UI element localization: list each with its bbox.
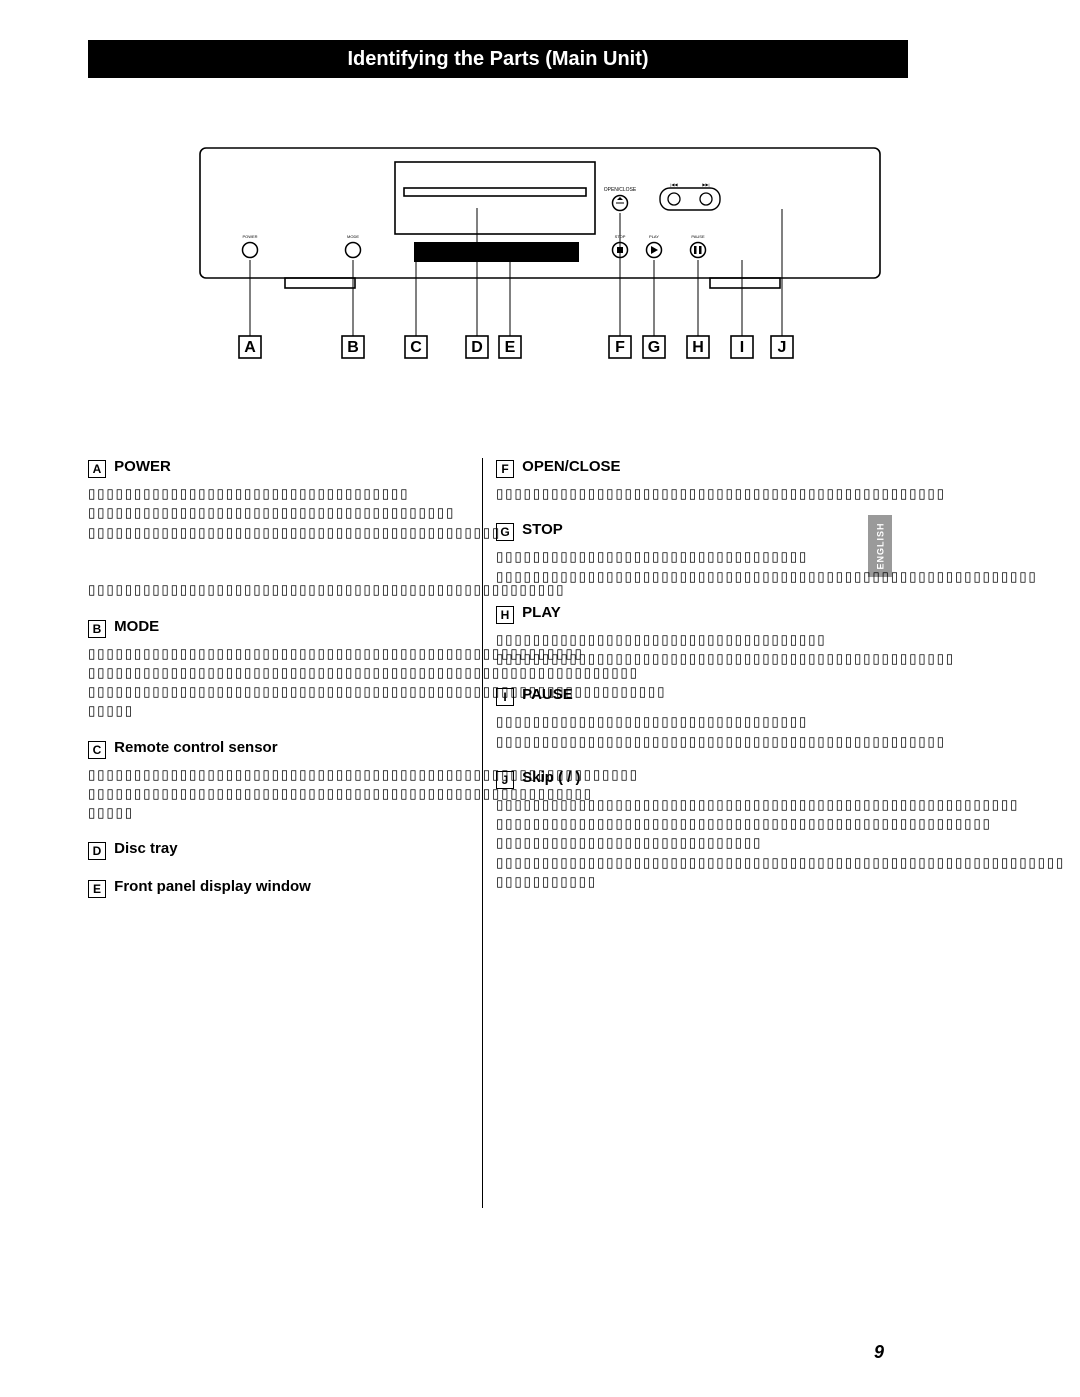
item-letter-box-A: A [88,460,106,478]
main-unit-diagram: POWER MODE OPEN/CLOSE STOP PLAY PAUSE [190,138,890,388]
item-head-C: C Remote control sensor [88,739,468,759]
power-button [243,243,258,258]
skip-prev-button [668,193,680,205]
label-letter-F: F [615,339,625,356]
skip-next-icon: ▶▶| [702,182,709,187]
diagram-container: POWER MODE OPEN/CLOSE STOP PLAY PAUSE [130,138,950,388]
page: Identifying the Parts (Main Unit) POWER … [0,0,1080,1397]
item-head-F: F OPEN/CLOSE [496,458,902,478]
label-letter-A: A [244,339,256,356]
item-C: C Remote control sensor ▯▯▯▯▯▯▯▯▯▯▯▯▯▯▯▯▯… [88,739,468,823]
column-divider [482,458,483,1208]
power-label: POWER [242,234,257,239]
section-title-text: Identifying the Parts (Main Unit) [347,48,648,71]
item-letter-box-F: F [496,460,514,478]
item-F: F OPEN/CLOSE ▯▯▯▯▯▯▯▯▯▯▯▯▯▯▯▯▯▯▯▯▯▯▯▯▯▯▯▯… [496,458,902,503]
pause-button [691,243,706,258]
skip-panel [660,188,720,210]
unit-foot-left [285,278,355,288]
open-close-label: OPEN/CLOSE [604,187,637,193]
item-title-D: Disc tray [114,840,177,857]
item-E: E Front panel display window [88,878,468,898]
mode-button [346,243,361,258]
right-column: F OPEN/CLOSE ▯▯▯▯▯▯▯▯▯▯▯▯▯▯▯▯▯▯▯▯▯▯▯▯▯▯▯▯… [496,458,902,909]
item-body-I: ▯▯▯▯▯▯▯▯▯▯▯▯▯▯▯▯▯▯▯▯▯▯▯▯▯▯▯▯▯▯▯▯▯▯▯▯▯▯▯▯… [496,712,902,751]
item-H: H PLAY ▯▯▯▯▯▯▯▯▯▯▯▯▯▯▯▯▯▯▯▯▯▯▯▯▯▯▯▯▯▯▯▯▯▯… [496,604,902,669]
page-number: 9 [874,1342,884,1363]
unit-foot-right [710,278,780,288]
display-window [414,242,579,262]
item-body-F: ▯▯▯▯▯▯▯▯▯▯▯▯▯▯▯▯▯▯▯▯▯▯▯▯▯▯▯▯▯▯▯▯▯▯▯▯▯▯▯▯… [496,484,902,503]
item-title-G: STOP [522,521,563,538]
item-I: I PAUSE ▯▯▯▯▯▯▯▯▯▯▯▯▯▯▯▯▯▯▯▯▯▯▯▯▯▯▯▯▯▯▯▯▯… [496,686,902,751]
item-head-B: B MODE [88,618,468,638]
pause-label: PAUSE [691,234,705,239]
item-body-H: ▯▯▯▯▯▯▯▯▯▯▯▯▯▯▯▯▯▯▯▯▯▯▯▯▯▯▯▯▯▯▯▯▯▯▯▯▯▯▯▯… [496,630,902,669]
label-letter-H: H [692,339,704,356]
item-A: A POWER ▯▯▯▯▯▯▯▯▯▯▯▯▯▯▯▯▯▯▯▯▯▯▯▯▯▯▯▯▯▯▯▯▯… [88,458,468,600]
disc-tray-outer [395,162,595,234]
label-letter-J: J [778,339,787,356]
skip-next-button [700,193,712,205]
item-head-I: I PAUSE [496,686,902,706]
label-letter-B: B [347,339,359,356]
skip-prev-icon: |◀◀ [670,182,678,187]
item-title-A: POWER [114,458,171,475]
item-body-A: ▯▯▯▯▯▯▯▯▯▯▯▯▯▯▯▯▯▯▯▯▯▯▯▯▯▯▯▯▯▯▯▯▯▯▯▯▯▯▯▯… [88,484,468,600]
item-title-C: Remote control sensor [114,739,277,756]
item-title-B: MODE [114,618,159,635]
item-letter-box-B: B [88,620,106,638]
section-title-bar: Identifying the Parts (Main Unit) [88,40,908,78]
item-title-F: OPEN/CLOSE [522,458,620,475]
item-head-E: E Front panel display window [88,878,468,898]
label-letter-D: D [471,339,483,356]
left-column: A POWER ▯▯▯▯▯▯▯▯▯▯▯▯▯▯▯▯▯▯▯▯▯▯▯▯▯▯▯▯▯▯▯▯▯… [88,458,482,916]
item-head-A: A POWER [88,458,468,478]
item-title-I: PAUSE [522,686,573,703]
item-title-J: Skip ( / ) [522,769,580,786]
play-label: PLAY [649,234,659,239]
item-letter-box-J: J [496,771,514,789]
item-head-D: D Disc tray [88,840,468,860]
label-letter-I: I [740,339,744,356]
item-body-G: ▯▯▯▯▯▯▯▯▯▯▯▯▯▯▯▯▯▯▯▯▯▯▯▯▯▯▯▯▯▯▯▯▯▯▯▯▯▯▯▯… [496,547,902,586]
item-letter-box-G: G [496,523,514,541]
item-body-J: ▯▯▯▯▯▯▯▯▯▯▯▯▯▯▯▯▯▯▯▯▯▯▯▯▯▯▯▯▯▯▯▯▯▯▯▯▯▯▯▯… [496,795,902,891]
label-letter-E: E [505,339,516,356]
item-head-G: G STOP [496,521,902,541]
label-letter-G: G [648,339,660,356]
item-letter-box-E: E [88,880,106,898]
mode-label: MODE [347,234,359,239]
item-letter-box-D: D [88,842,106,860]
item-J: J Skip ( / ) ▯▯▯▯▯▯▯▯▯▯▯▯▯▯▯▯▯▯▯▯▯▯▯▯▯▯▯▯… [496,769,902,891]
item-head-H: H PLAY [496,604,902,624]
item-letter-box-I: I [496,688,514,706]
item-letter-box-H: H [496,606,514,624]
item-B: B MODE ▯▯▯▯▯▯▯▯▯▯▯▯▯▯▯▯▯▯▯▯▯▯▯▯▯▯▯▯▯▯▯▯▯▯… [88,618,468,721]
item-title-H: PLAY [522,604,561,621]
label-letter-C: C [410,339,422,356]
disc-tray-slot [404,188,586,196]
item-body-C: ▯▯▯▯▯▯▯▯▯▯▯▯▯▯▯▯▯▯▯▯▯▯▯▯▯▯▯▯▯▯▯▯▯▯▯▯▯▯▯▯… [88,765,468,823]
item-G: G STOP ▯▯▯▯▯▯▯▯▯▯▯▯▯▯▯▯▯▯▯▯▯▯▯▯▯▯▯▯▯▯▯▯▯▯… [496,521,902,586]
item-letter-box-C: C [88,741,106,759]
item-head-J: J Skip ( / ) [496,769,902,789]
item-title-E: Front panel display window [114,878,311,895]
item-D: D Disc tray [88,840,468,860]
item-body-B: ▯▯▯▯▯▯▯▯▯▯▯▯▯▯▯▯▯▯▯▯▯▯▯▯▯▯▯▯▯▯▯▯▯▯▯▯▯▯▯▯… [88,644,468,721]
